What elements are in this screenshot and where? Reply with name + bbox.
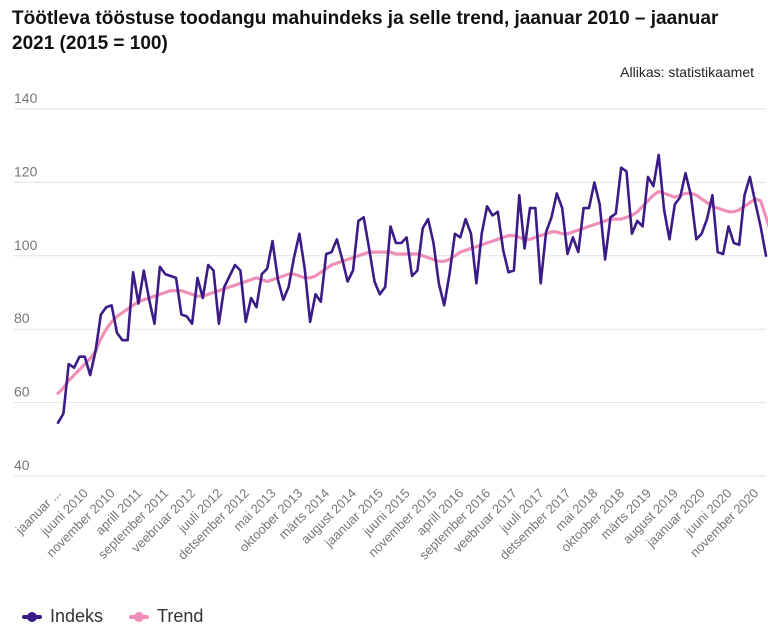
legend-label-trend: Trend [157, 606, 204, 626]
chart-source: Allikas: statistikaamet [620, 64, 754, 80]
series-lines [56, 153, 768, 425]
legend-item-trend[interactable]: Trend [129, 606, 203, 627]
y-tick-label: 140 [14, 90, 38, 106]
y-tick-label: 120 [14, 163, 38, 179]
y-tick-label: 100 [14, 237, 38, 253]
line-chart: 40 60 80 100 120 140 jaanuar ...juuni 2010nov… [12, 90, 768, 563]
legend: Indeks Trend [22, 606, 203, 627]
legend-swatch-trend [129, 611, 150, 622]
legend-label-indeks: Indeks [50, 606, 104, 626]
y-tick-label: 80 [14, 310, 30, 326]
legend-item-indeks[interactable]: Indeks [22, 606, 103, 627]
y-tick-label: 40 [14, 457, 30, 473]
y-axis-ticks: 40 60 80 100 120 140 [14, 90, 38, 473]
y-tick-label: 60 [14, 384, 30, 400]
legend-swatch-indeks [22, 611, 42, 622]
grid-lines [14, 108, 766, 477]
series-line-indeks [56, 153, 768, 425]
chart-title: Töötleva tööstuse toodangu mahuindeks ja… [12, 8, 719, 54]
series-line-trend [56, 190, 768, 395]
